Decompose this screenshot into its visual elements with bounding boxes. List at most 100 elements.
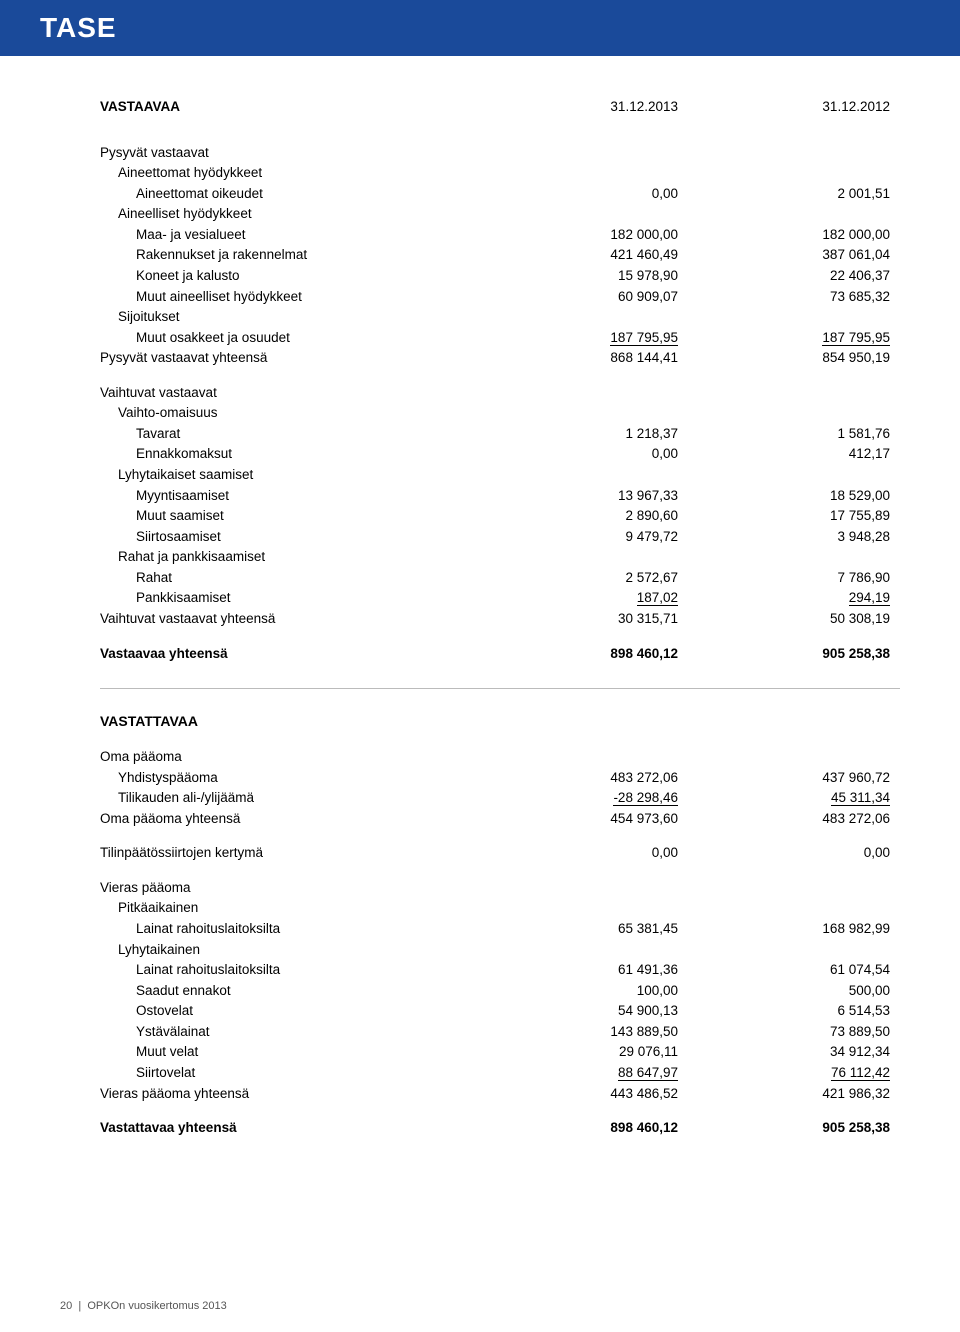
label: Sijoitukset — [100, 307, 516, 328]
row-ennakkomaksut: Ennakkomaksut 0,00 412,17 — [100, 444, 900, 465]
v1: -28 298,46 — [613, 790, 678, 806]
balance-table: VASTAAVAA 31.12.2013 31.12.2012 Pysyvät … — [100, 96, 900, 664]
label: Pitkäaikainen — [100, 898, 516, 919]
label: Pysyvät vastaavat yhteensä — [100, 348, 516, 369]
label: Rahat — [100, 567, 516, 588]
row-pysyvat-yhteensa: Pysyvät vastaavat yhteensä 868 144,41 85… — [100, 348, 900, 369]
row-oma-yhteensa: Oma pääoma yhteensä 454 973,60 483 272,0… — [100, 808, 900, 829]
v1: 898 460,12 — [516, 1118, 708, 1139]
page-banner: TASE — [0, 0, 960, 56]
v2: 0,00 — [708, 843, 900, 864]
row-ystavalainat: Ystävälainat 143 889,50 73 889,50 — [100, 1021, 900, 1042]
v2: 73 889,50 — [708, 1021, 900, 1042]
row-vastattavaa-total: Vastattavaa yhteensä 898 460,12 905 258,… — [100, 1118, 900, 1139]
label: Vieras pääoma — [100, 877, 516, 898]
row-rahat-pankki: Rahat ja pankkisaamiset — [100, 547, 900, 568]
v1: 443 486,52 — [516, 1083, 708, 1104]
v2: 45 311,34 — [831, 790, 890, 806]
label: Oma pääoma — [100, 747, 516, 768]
label: Tilikauden ali-/ylijäämä — [100, 788, 516, 809]
row-muut-aineelliset: Muut aineelliset hyödykkeet 60 909,07 73… — [100, 286, 900, 307]
row-vaihtuvat-title: Vaihtuvat vastaavat — [100, 382, 900, 403]
v2: 61 074,54 — [708, 960, 900, 981]
row-rahat: Rahat 2 572,67 7 786,90 — [100, 567, 900, 588]
v2: 854 950,19 — [708, 348, 900, 369]
row-aineelliset: Aineelliset hyödykkeet — [100, 204, 900, 225]
label: Lainat rahoituslaitoksilta — [100, 919, 516, 940]
v1: 1 218,37 — [516, 423, 708, 444]
label: Lyhytaikainen — [100, 939, 516, 960]
label: Muut velat — [100, 1042, 516, 1063]
row-vaihtuvat-yhteensa: Vaihtuvat vastaavat yhteensä 30 315,71 5… — [100, 608, 900, 629]
v2: 3 948,28 — [708, 526, 900, 547]
row-pankki: Pankkisaamiset 187,02 294,19 — [100, 588, 900, 609]
footer-sep: | — [78, 1300, 81, 1312]
label: Siirtosaamiset — [100, 526, 516, 547]
v1: 898 460,12 — [516, 643, 708, 664]
row-muut-saamiset: Muut saamiset 2 890,60 17 755,89 — [100, 506, 900, 527]
v2: 1 581,76 — [708, 423, 900, 444]
v1: 2 572,67 — [516, 567, 708, 588]
label: Myyntisaamiset — [100, 485, 516, 506]
v2: 421 986,32 — [708, 1083, 900, 1104]
row-myynti: Myyntisaamiset 13 967,33 18 529,00 — [100, 485, 900, 506]
row-vastaavaa-total: Vastaavaa yhteensä 898 460,12 905 258,38 — [100, 643, 900, 664]
label: Lainat rahoituslaitoksilta — [100, 960, 516, 981]
row-tilinpaat: Tilinpäätössiirtojen kertymä 0,00 0,00 — [100, 843, 900, 864]
label: Aineelliset hyödykkeet — [100, 204, 516, 225]
v2: 6 514,53 — [708, 1001, 900, 1022]
v2: 437 960,72 — [708, 767, 900, 788]
v1: 61 491,36 — [516, 960, 708, 981]
v2: 168 982,99 — [708, 919, 900, 940]
label: Saadut ennakot — [100, 980, 516, 1001]
row-lyhytaikaiset: Lyhytaikaiset saamiset — [100, 465, 900, 486]
label: Vastaavaa yhteensä — [100, 643, 516, 664]
label: Muut saamiset — [100, 506, 516, 527]
spacer — [100, 1104, 900, 1118]
col-2012: 31.12.2012 — [708, 96, 900, 128]
label: Ystävälainat — [100, 1021, 516, 1042]
label: Muut osakkeet ja osuudet — [100, 327, 516, 348]
v1: 88 647,97 — [618, 1065, 678, 1081]
label: Ostovelat — [100, 1001, 516, 1022]
row-ali-yli: Tilikauden ali-/ylijäämä -28 298,46 45 3… — [100, 788, 900, 809]
v1: 2 890,60 — [516, 506, 708, 527]
v1: 182 000,00 — [516, 224, 708, 245]
label: Muut aineelliset hyödykkeet — [100, 286, 516, 307]
v1: 187,02 — [637, 590, 678, 606]
v1: 54 900,13 — [516, 1001, 708, 1022]
label: Koneet ja kalusto — [100, 265, 516, 286]
v2: 22 406,37 — [708, 265, 900, 286]
col-2013: 31.12.2013 — [516, 96, 708, 128]
label: Maa- ja vesialueet — [100, 224, 516, 245]
section-vastattavaa-title: VASTATTAVAA — [100, 713, 900, 729]
row-yhdistys: Yhdistyspääoma 483 272,06 437 960,72 — [100, 767, 900, 788]
v2: 34 912,34 — [708, 1042, 900, 1063]
label: Oma pääoma yhteensä — [100, 808, 516, 829]
v1: 0,00 — [516, 183, 708, 204]
v1: 100,00 — [516, 980, 708, 1001]
v2: 187 795,95 — [822, 330, 890, 346]
v2: 905 258,38 — [708, 643, 900, 664]
v1: 143 889,50 — [516, 1021, 708, 1042]
v2: 412,17 — [708, 444, 900, 465]
label: Rakennukset ja rakennelmat — [100, 245, 516, 266]
v2: 2 001,51 — [708, 183, 900, 204]
row-siirtovelat: Siirtovelat 88 647,97 76 112,42 — [100, 1062, 900, 1083]
v2: 182 000,00 — [708, 224, 900, 245]
v1: 15 978,90 — [516, 265, 708, 286]
section-divider — [100, 688, 900, 689]
v2: 500,00 — [708, 980, 900, 1001]
label: Vieras pääoma yhteensä — [100, 1083, 516, 1104]
label: Pankkisaamiset — [100, 588, 516, 609]
label: Siirtovelat — [100, 1062, 516, 1083]
v2: 50 308,19 — [708, 608, 900, 629]
v1: 483 272,06 — [516, 767, 708, 788]
row-lyhyt-lainat: Lainat rahoituslaitoksilta 61 491,36 61 … — [100, 960, 900, 981]
row-pysyvat-title: Pysyvät vastaavat — [100, 142, 900, 163]
spacer — [100, 629, 900, 643]
spacer — [100, 128, 900, 142]
v1: 60 909,07 — [516, 286, 708, 307]
v1: 0,00 — [516, 843, 708, 864]
row-ostovelat: Ostovelat 54 900,13 6 514,53 — [100, 1001, 900, 1022]
